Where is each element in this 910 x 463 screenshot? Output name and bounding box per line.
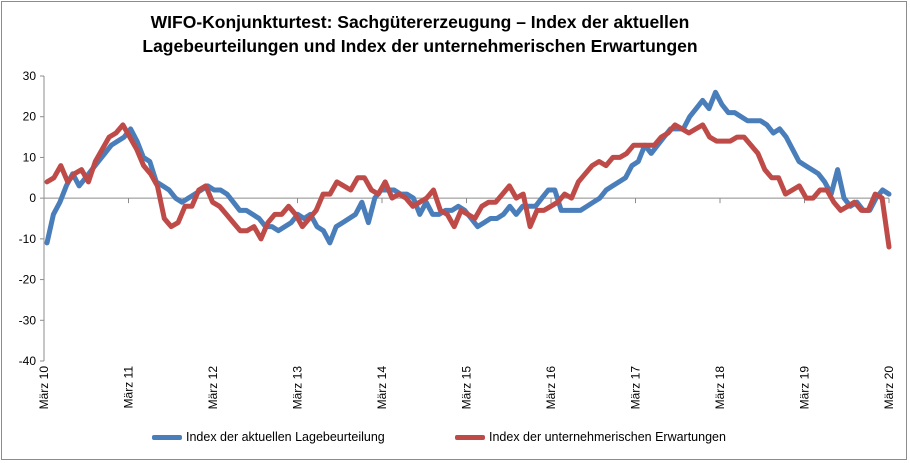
chart-title-line-1: WIFO-Konjunkturtest: Sachgütererzeugung …	[150, 12, 690, 32]
x-tick-label: März 12	[206, 366, 220, 410]
x-tick-label: März 11	[122, 366, 136, 409]
legend-item-lagebeurteilung: Index der aktuellen Lagebeurteilung	[152, 430, 385, 444]
x-tick-label: März 20	[882, 366, 896, 410]
x-axis-ticks: März 10 März 11 März 12 März 13 März 14 März …	[37, 198, 896, 409]
y-tick-label: -20	[19, 273, 37, 287]
x-tick-label: März 15	[460, 366, 474, 410]
legend-label-erwartungen: Index der unternehmerischen Erwartungen	[489, 430, 726, 444]
legend-label-lagebeurteilung: Index der aktuellen Lagebeurteilung	[186, 430, 385, 444]
series-line-erwartungen	[44, 122, 892, 250]
y-tick-label: -40	[19, 354, 37, 368]
y-tick-label: 20	[23, 110, 37, 124]
y-tick-label: 0	[29, 191, 36, 205]
legend-swatch-red	[455, 434, 485, 440]
x-tick-label: März 19	[798, 366, 812, 410]
y-tick-label: 10	[23, 150, 37, 164]
chart-series	[44, 89, 892, 250]
y-tick-label: -10	[19, 232, 37, 246]
chart-title: WIFO-Konjunkturtest: Sachgütererzeugung …	[0, 10, 840, 58]
legend-item-erwartungen: Index der unternehmerischen Erwartungen	[455, 430, 726, 444]
y-tick-label: 30	[23, 69, 37, 83]
x-tick-label: März 16	[544, 366, 558, 410]
chart-axes	[43, 76, 889, 361]
x-tick-label: März 10	[37, 366, 51, 410]
y-tick-label: -30	[19, 313, 37, 327]
chart-title-line-2: Lagebeurteilungen und Index der unterneh…	[142, 36, 698, 56]
x-tick-label: März 18	[713, 366, 727, 410]
legend-swatch-blue	[152, 434, 182, 440]
y-axis-ticks: 30 20 10 0 -10 -20 -30 -40	[19, 69, 44, 368]
x-tick-label: März 13	[291, 366, 305, 410]
chart-legend: Index der aktuellen Lagebeurteilung Inde…	[0, 430, 910, 450]
x-tick-label: März 14	[375, 366, 389, 410]
x-tick-label: März 17	[629, 366, 643, 410]
